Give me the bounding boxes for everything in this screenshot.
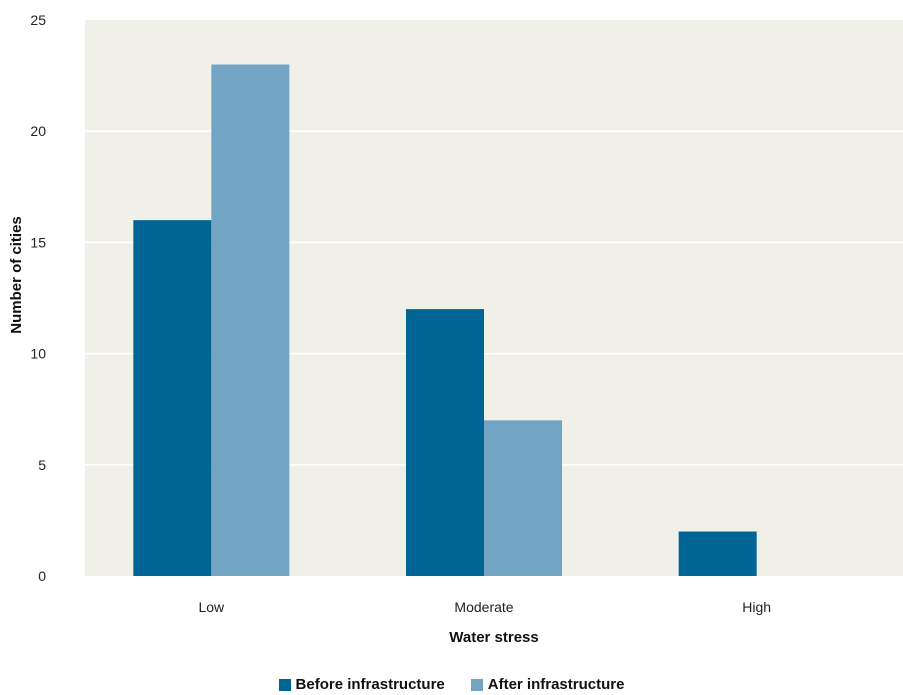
x-tick-label: Moderate — [454, 599, 513, 615]
y-tick-label: 10 — [30, 346, 46, 362]
legend-label-after: After infrastructure — [487, 676, 625, 693]
bar-before-low — [133, 220, 212, 576]
legend-item-after: After infrastructure — [470, 676, 625, 693]
y-tick-labels: 0 5 10 15 20 25 — [30, 12, 46, 584]
y-tick-label: 0 — [38, 568, 46, 584]
x-axis-title: Water stress — [449, 629, 539, 646]
y-tick-label: 15 — [30, 234, 46, 250]
x-tick-labels: Low Moderate High — [198, 599, 771, 615]
y-tick-label: 25 — [30, 12, 46, 28]
x-tick-label: High — [742, 599, 771, 615]
legend-item-before: Before infrastructure — [278, 676, 445, 693]
y-tick-label: 5 — [38, 457, 46, 473]
bar-before-moderate — [406, 309, 484, 576]
bar-after-low — [211, 64, 290, 576]
y-axis-title: Number of cities — [8, 216, 25, 334]
bars — [133, 64, 757, 576]
legend-swatch-before — [278, 678, 291, 691]
y-tick-label: 20 — [30, 123, 46, 139]
bar-after-moderate — [484, 420, 562, 576]
x-tick-label: Low — [198, 599, 225, 615]
legend-swatch-after — [470, 678, 483, 691]
legend: Before infrastructure After infrastructu… — [0, 676, 903, 693]
legend-label-before: Before infrastructure — [295, 676, 445, 693]
bar-before-high — [678, 531, 757, 576]
